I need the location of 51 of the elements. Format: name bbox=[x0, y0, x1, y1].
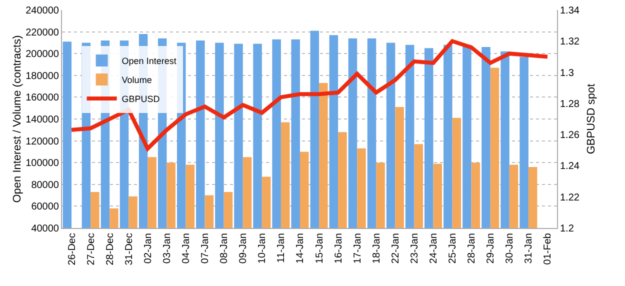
x-tick-label: 10-Jan bbox=[257, 233, 268, 264]
y2-tick-label: 1.26 bbox=[560, 130, 580, 142]
y2-tick-label: 1.22 bbox=[560, 192, 580, 204]
y2-tick-label: 1.28 bbox=[560, 98, 580, 110]
x-tick-label: 31-Dec bbox=[124, 233, 135, 266]
y-tick-label: 60000 bbox=[31, 202, 60, 213]
x-tick-label: 02-Jan bbox=[142, 233, 154, 264]
y-tick-label: 40000 bbox=[31, 224, 60, 234]
x-tick-label: 27-Dec bbox=[86, 233, 97, 266]
x-tick-label: 26-Dec bbox=[66, 233, 78, 266]
x-tick-label: 30-Jan bbox=[504, 233, 516, 264]
y-tick-label: 160000 bbox=[26, 92, 60, 104]
y-tick-label: 240000 bbox=[26, 6, 60, 16]
x-tick-label: 17-Jan bbox=[352, 233, 364, 264]
y-tick-label: 140000 bbox=[26, 114, 60, 126]
x-tick-label: 25-Jan bbox=[448, 233, 459, 264]
y2-tick-label: 1.34 bbox=[560, 6, 580, 16]
y-tick-label: 220000 bbox=[26, 27, 60, 38]
x-tick-label: 29-Jan bbox=[486, 233, 497, 264]
x-tick-label: 09-Jan bbox=[238, 233, 250, 264]
x-tick-label: 15-Jan bbox=[314, 233, 326, 264]
line-series bbox=[70, 39, 550, 151]
x-tick-label: 28-Dec bbox=[104, 233, 116, 266]
x-tick-label: 16-Jan bbox=[333, 233, 344, 264]
x-tick-label: 07-Jan bbox=[200, 233, 212, 264]
x-tick-label: 04-Jan bbox=[181, 233, 192, 264]
y2-tick-label: 1.2 bbox=[560, 224, 574, 234]
y2-tick-label: 1.3 bbox=[560, 68, 574, 79]
x-tick-label: 24-Jan bbox=[428, 233, 440, 264]
y-tick-label: 100000 bbox=[26, 158, 60, 170]
y2-axis-title: GBPUSD spot bbox=[586, 84, 598, 154]
legend-label: Open Interest bbox=[122, 56, 177, 66]
x-tick-label: 18-Jan bbox=[371, 233, 382, 264]
y-tick-label: 180000 bbox=[26, 70, 60, 82]
y-tick-label: 120000 bbox=[26, 136, 60, 148]
x-tick-label: 08-Jan bbox=[219, 233, 230, 264]
x-tick-label: 23-Jan bbox=[409, 233, 420, 264]
x-tick-label: 28-Jan bbox=[466, 233, 478, 264]
y2-tick-label: 1.32 bbox=[560, 36, 580, 48]
y-axis-title: Open Interest / Volume (contracts) bbox=[12, 35, 24, 203]
y2-tick-label: 1.24 bbox=[560, 161, 580, 172]
y-tick-label: 80000 bbox=[31, 180, 60, 191]
y-tick-label: 200000 bbox=[26, 49, 60, 60]
x-tick-label: 31-Jan bbox=[524, 233, 535, 264]
x-tick-label: 14-Jan bbox=[295, 233, 306, 264]
x-tick-label: 03-Jan bbox=[162, 233, 173, 264]
x-tick-label: 11-Jan bbox=[276, 233, 288, 263]
legend-label: Volume bbox=[122, 74, 152, 85]
x-tick-label: 01-Feb bbox=[542, 232, 554, 265]
legend-label: GBPUSD bbox=[122, 94, 160, 104]
x-tick-label: 22-Jan bbox=[390, 233, 402, 264]
